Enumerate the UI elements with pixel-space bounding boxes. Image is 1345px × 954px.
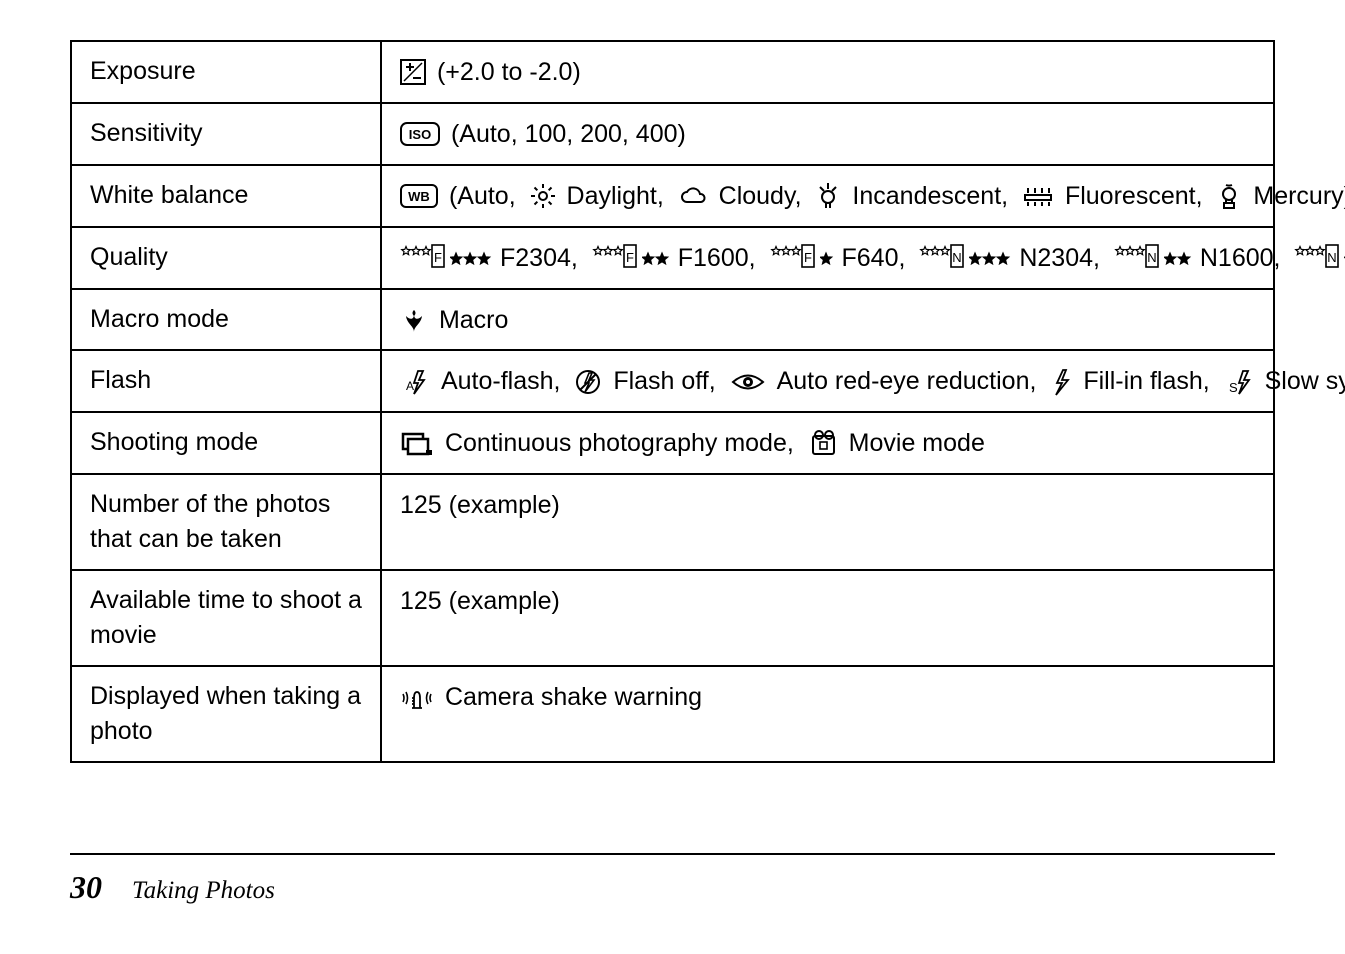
quality-3star-n: NN2304, xyxy=(905,243,1100,271)
fluorescent: Fluorescent, xyxy=(1008,181,1202,209)
table-row: FlashA Auto-flash, Flash off, Auto red-e… xyxy=(71,350,1274,412)
auto-flash: A Auto-flash, xyxy=(400,366,560,394)
row-value: FF2304, FF1600, FF640, NN2304, NN1600, N… xyxy=(381,227,1274,289)
page-footer: 30 Taking Photos xyxy=(70,853,1275,906)
manual-page: Exposure (+2.0 to -2.0)Sensitivity ISO (… xyxy=(0,0,1345,954)
row-label: Flash xyxy=(71,350,381,412)
quality-1star-f: FF640, xyxy=(756,243,906,271)
row-value: 125 (example) xyxy=(381,570,1274,666)
row-value: Camera shake warning xyxy=(381,666,1274,762)
table-row: Displayed when taking a photo Camera sha… xyxy=(71,666,1274,762)
slow-synchro: S Slow synchro xyxy=(1210,366,1345,394)
flash-off: Flash off, xyxy=(560,366,715,394)
svg-text:F: F xyxy=(804,250,812,265)
svg-text:WB: WB xyxy=(408,189,430,204)
continuous: Continuous photography mode, xyxy=(400,428,794,456)
row-value: WB (Auto, Daylight, Cloudy, Incandescent… xyxy=(381,165,1274,227)
row-value: Continuous photography mode, Movie mode xyxy=(381,412,1274,474)
row-label: Displayed when taking a photo xyxy=(71,666,381,762)
svg-text:N: N xyxy=(1328,250,1337,265)
movie: Movie mode xyxy=(794,428,985,456)
spec-table: Exposure (+2.0 to -2.0)Sensitivity ISO (… xyxy=(70,40,1275,763)
page-number: 30 xyxy=(70,869,102,906)
fill-flash: Fill-in flash, xyxy=(1036,366,1209,394)
iso-box: ISO (Auto, 100, 200, 400) xyxy=(400,119,686,147)
text-chunk: 125 (example) xyxy=(400,490,560,518)
table-row: Macro mode Macro xyxy=(71,289,1274,351)
row-label: Number of the photos that can be taken xyxy=(71,474,381,570)
daylight: Daylight, xyxy=(516,181,664,209)
svg-text:A: A xyxy=(406,379,414,393)
quality-2star-f: FF1600, xyxy=(578,243,756,271)
svg-text:ISO: ISO xyxy=(409,127,431,142)
wb-box: WB (Auto, xyxy=(400,181,516,209)
row-label: Shooting mode xyxy=(71,412,381,474)
table-row: Quality FF2304, FF1600, FF640, NN2304, N… xyxy=(71,227,1274,289)
row-label: Quality xyxy=(71,227,381,289)
svg-text:N: N xyxy=(1147,250,1156,265)
quality-2star-n: NN1600, xyxy=(1100,243,1281,271)
mercury: Mercury) xyxy=(1203,181,1345,209)
quality-3star-f: FF2304, xyxy=(400,243,578,271)
cloudy: Cloudy, xyxy=(664,181,802,209)
table-row: Sensitivity ISO (Auto, 100, 200, 400) xyxy=(71,103,1274,165)
section-title: Taking Photos xyxy=(132,877,275,905)
svg-text:F: F xyxy=(434,250,442,265)
table-row: White balance WB (Auto, Daylight, Cloudy… xyxy=(71,165,1274,227)
row-label: Sensitivity xyxy=(71,103,381,165)
shake-warning: Camera shake warning xyxy=(400,682,702,710)
row-value: A Auto-flash, Flash off, Auto red-eye re… xyxy=(381,350,1274,412)
row-value: 125 (example) xyxy=(381,474,1274,570)
red-eye: Auto red-eye reduction, xyxy=(716,366,1037,394)
table-row: Exposure (+2.0 to -2.0) xyxy=(71,41,1274,103)
incandescent: Incandescent, xyxy=(802,181,1009,209)
svg-text:N: N xyxy=(953,250,962,265)
row-label: Available time to shoot a movie xyxy=(71,570,381,666)
row-label: Exposure xyxy=(71,41,381,103)
table-row: Shooting mode Continuous photography mod… xyxy=(71,412,1274,474)
row-label: White balance xyxy=(71,165,381,227)
text-chunk: 125 (example) xyxy=(400,586,560,614)
svg-text:S: S xyxy=(1229,380,1238,395)
svg-text:F: F xyxy=(626,250,634,265)
row-label: Macro mode xyxy=(71,289,381,351)
row-value: ISO (Auto, 100, 200, 400) xyxy=(381,103,1274,165)
row-value: (+2.0 to -2.0) xyxy=(381,41,1274,103)
quality-1star-n: NN640 xyxy=(1281,243,1345,271)
exposure-box: (+2.0 to -2.0) xyxy=(400,57,581,85)
row-value: Macro xyxy=(381,289,1274,351)
macro: Macro xyxy=(400,305,508,333)
table-row: Number of the photos that can be taken 12… xyxy=(71,474,1274,570)
table-row: Available time to shoot a movie 125 (exam… xyxy=(71,570,1274,666)
